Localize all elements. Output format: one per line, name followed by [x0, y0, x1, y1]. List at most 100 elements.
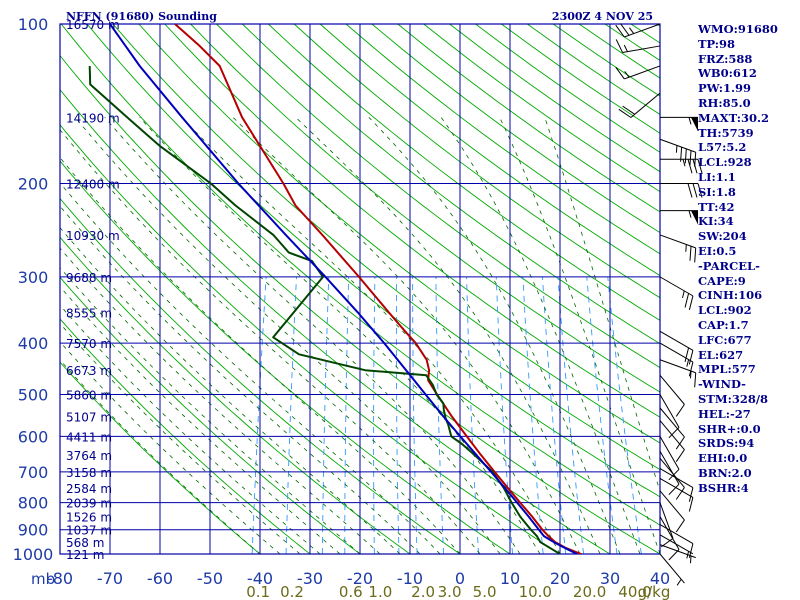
height-label: 2584 m	[66, 482, 112, 496]
wind-barb	[659, 276, 694, 311]
wind-barb	[615, 65, 661, 80]
mixing-ratio-line	[586, 276, 618, 554]
stat-item: LCL:928	[698, 155, 752, 170]
moist-adiabat	[232, 117, 581, 554]
dry-adiabat-lines	[60, 24, 660, 554]
temperature-tick-label: -70	[97, 569, 123, 588]
wind-barb	[660, 158, 703, 174]
dry-adiabat	[164, 24, 660, 418]
dry-adiabat	[60, 318, 311, 554]
mixing-ratio-line	[373, 276, 376, 554]
mixing-ratio-line	[607, 276, 642, 554]
pressure-tick-label: 700	[18, 463, 49, 482]
wind-barb	[660, 210, 698, 225]
height-label: 8555 m	[66, 306, 112, 320]
dry-adiabat	[242, 24, 660, 345]
height-label: 1037 m	[66, 524, 112, 538]
pressure-tick-label: 300	[18, 268, 49, 287]
mixing-ratio-line	[495, 276, 514, 554]
wind-barb	[659, 544, 696, 564]
height-label: 1526 m	[66, 511, 112, 525]
wind-barb	[660, 183, 703, 198]
dry-adiabat	[138, 24, 660, 444]
pressure-tick-label: 100	[18, 15, 49, 34]
dry-adiabat	[293, 24, 660, 299]
stat-item: BRN:2.0	[698, 465, 752, 480]
dry-adiabat	[112, 24, 660, 471]
wind-barb	[659, 468, 694, 502]
mixing-ratio-lines	[251, 276, 642, 554]
mixing-ratio-line	[435, 276, 445, 554]
stat-item: CAPE:9	[698, 273, 746, 288]
temperature-tick-label: -40	[247, 569, 273, 588]
mixing-ratio-label: 3.0	[438, 583, 462, 600]
temperature-tick-label: -20	[347, 569, 373, 588]
wind-barb	[659, 374, 685, 417]
temperature-tick-label: -80	[47, 569, 73, 588]
dry-adiabat	[60, 361, 261, 554]
height-label: 5860 m	[66, 388, 112, 402]
dry-adiabat	[60, 124, 561, 554]
mixing-ratio-label: 2.0	[411, 583, 435, 600]
mixing-ratio-line	[251, 276, 267, 554]
mixing-ratio-label: 0.2	[280, 583, 304, 600]
wind-barb	[659, 407, 685, 450]
height-label: 3764 m	[66, 449, 112, 463]
stat-item: CAP:1.7	[698, 317, 749, 332]
stat-item: -WIND-	[698, 377, 746, 392]
stat-item: WB0:612	[698, 66, 757, 81]
mixing-ratio-label: 0.6	[339, 583, 363, 600]
height-label: 121 m	[66, 548, 104, 562]
wind-barb	[659, 330, 694, 365]
stat-item: TT:42	[698, 199, 735, 214]
series-parcel-line	[109, 24, 578, 554]
moist-adiabat	[368, 117, 621, 554]
moist-adiabat	[104, 117, 521, 554]
pressure-tick-label: 800	[18, 494, 49, 513]
mixing-ratio-label: 40.0	[618, 583, 651, 600]
wind-barb	[659, 490, 685, 533]
dry-adiabat	[60, 276, 361, 554]
sounding-indices-panel: WMO:91680 TP:98 FRZ:588 WB0:612 PW:1.99 RH:85…	[698, 22, 778, 496]
dry-adiabat	[190, 24, 660, 393]
stat-item: WMO:91680	[698, 22, 778, 36]
stat-item: SW:204	[698, 229, 747, 244]
height-label: 6673 m	[66, 364, 112, 378]
chart-title: NFFN (91680) Sounding	[66, 10, 217, 23]
height-label: 16570 m	[66, 18, 120, 32]
wind-barb	[660, 116, 698, 132]
temperature-tick-label: -10	[397, 569, 423, 588]
isobar-isotherm-grid	[59, 23, 661, 555]
temperature-tick-label: -60	[147, 569, 173, 588]
stat-item: TP:98	[698, 36, 736, 51]
stat-item: TH:5739	[698, 125, 754, 140]
pressure-tick-label: 600	[18, 427, 49, 446]
wind-barb	[659, 359, 697, 388]
temperature-tick-label: 0	[455, 569, 465, 588]
temperature-tick-label: 20	[550, 569, 570, 588]
mixing-ratio-line	[557, 276, 585, 554]
stat-item: FRZ:588	[698, 51, 753, 66]
pressure-unit-label: mb	[31, 570, 55, 588]
stat-item: RH:85.0	[698, 95, 751, 110]
moist-adiabat	[60, 341, 281, 554]
mixing-ratio-line	[522, 276, 544, 554]
series-temperature-line	[174, 24, 583, 554]
height-label: 3158 m	[66, 466, 112, 480]
stat-item: KI:34	[698, 214, 734, 229]
stat-item: CINH:106	[698, 288, 763, 303]
temperature-tick-label: 40	[650, 569, 670, 588]
series-dewpoint-line	[88, 65, 561, 554]
sounding-traces	[88, 24, 583, 554]
stat-item: BSHR:4	[698, 480, 749, 495]
dry-adiabat	[86, 24, 660, 498]
stat-item: MPL:577	[698, 362, 756, 377]
moist-adiabat	[60, 227, 401, 554]
stat-item: LI:1.1	[698, 169, 736, 184]
moist-adiabat	[60, 247, 381, 554]
pressure-tick-label: 900	[18, 521, 49, 540]
dry-adiabat	[60, 88, 611, 554]
wind-barb	[618, 92, 661, 118]
